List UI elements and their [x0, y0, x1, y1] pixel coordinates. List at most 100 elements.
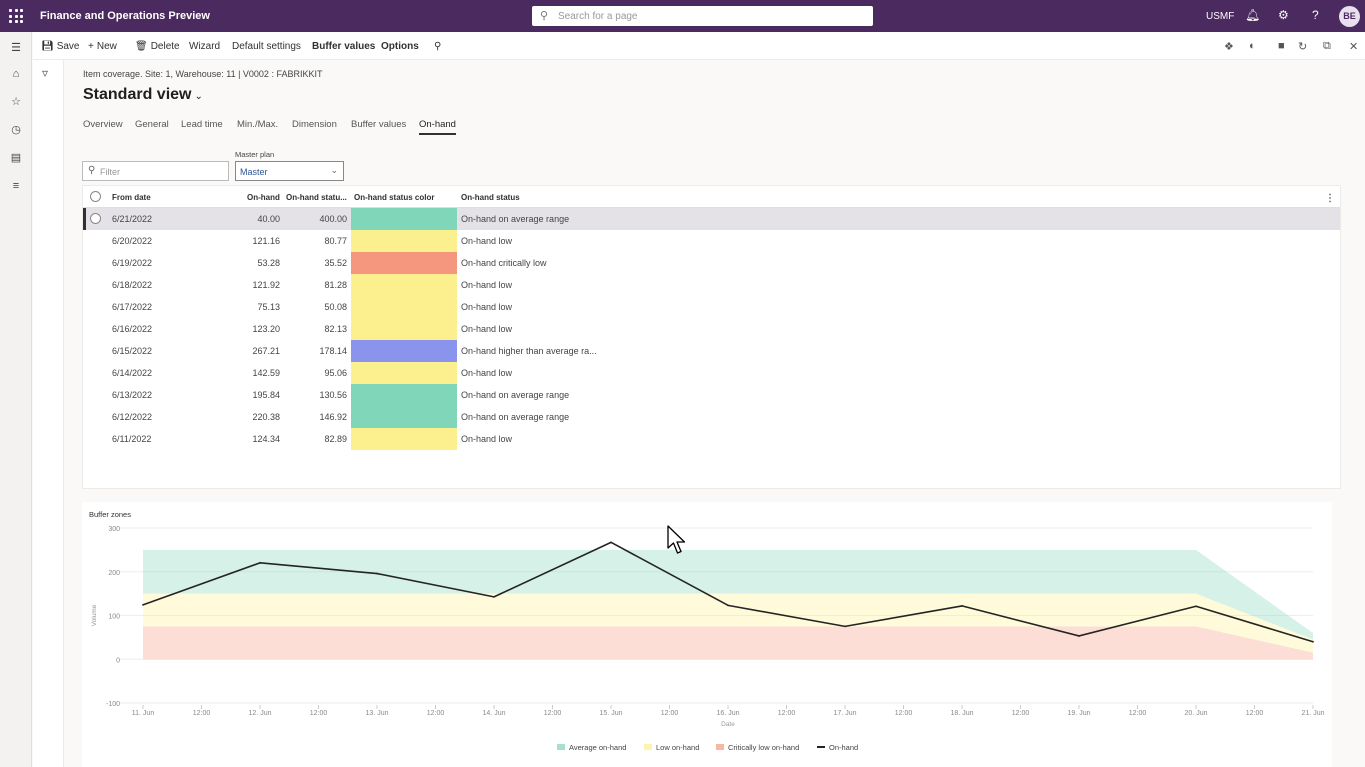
table-row[interactable]: 6/15/2022 267.21 178.14 On-hand higher than…	[83, 340, 1340, 362]
cell-on-hand-status[interactable]: On-hand higher than average ra...	[461, 346, 597, 356]
tab-lead-time[interactable]: Lead time	[181, 119, 223, 130]
grid-filter-input[interactable]: ⚲ Filter	[82, 161, 229, 181]
hamburger-icon[interactable]: ☰	[11, 42, 21, 54]
gear-icon[interactable]: ⚙	[1278, 8, 1289, 22]
legend-item[interactable]: Low on-hand	[644, 743, 699, 752]
column-header-on-hand[interactable]: On-hand	[247, 193, 280, 202]
select-all-radio[interactable]	[90, 191, 101, 202]
cell-from-date[interactable]: 6/19/2022	[112, 258, 153, 268]
legend-item[interactable]: Average on-hand	[557, 743, 626, 752]
cell-on-hand-percent[interactable]: 95.06	[324, 368, 347, 378]
cell-on-hand[interactable]: 53.28	[257, 258, 280, 268]
cell-from-date[interactable]: 6/18/2022	[112, 280, 153, 290]
cell-on-hand[interactable]: 121.92	[252, 280, 280, 290]
table-row[interactable]: 6/18/2022 121.92 81.28 On-hand low	[83, 274, 1340, 296]
cell-on-hand-status[interactable]: On-hand low	[461, 434, 513, 444]
cell-on-hand-status[interactable]: On-hand on average range	[461, 390, 570, 400]
avatar[interactable]: BE	[1339, 6, 1360, 27]
cell-on-hand-percent[interactable]: 82.89	[324, 434, 347, 444]
cell-on-hand-status[interactable]: On-hand low	[461, 368, 513, 378]
page-title[interactable]: Standard view ⌄	[83, 86, 203, 104]
buffer-values-button[interactable]: Buffer values	[312, 41, 376, 52]
tab-buffer-values[interactable]: Buffer values	[351, 119, 407, 130]
action-search-icon[interactable]: ⚲	[434, 41, 442, 52]
table-row[interactable]: 6/17/2022 75.13 50.08 On-hand low	[83, 296, 1340, 318]
new-button[interactable]: + New	[88, 41, 117, 52]
wizard-button[interactable]: Wizard	[189, 41, 221, 52]
close-icon[interactable]: ✕	[1349, 41, 1359, 53]
tab-on-hand[interactable]: On-hand	[419, 119, 456, 135]
cell-on-hand[interactable]: 195.84	[252, 390, 280, 400]
open-new-window-icon[interactable]: ⧉	[1323, 40, 1331, 52]
cell-on-hand-percent[interactable]: 400.00	[319, 214, 347, 224]
cell-on-hand-status[interactable]: On-hand critically low	[461, 258, 547, 268]
cell-on-hand-status[interactable]: On-hand on average range	[461, 214, 570, 224]
cell-on-hand[interactable]: 123.20	[252, 324, 280, 334]
clock-icon[interactable]: ◷	[11, 124, 21, 136]
cell-on-hand[interactable]: 75.13	[257, 302, 280, 312]
cell-on-hand[interactable]: 40.00	[257, 214, 280, 224]
tab-dimension[interactable]: Dimension	[292, 119, 337, 130]
cell-from-date[interactable]: 6/17/2022	[112, 302, 153, 312]
cell-from-date[interactable]: 6/21/2022	[112, 214, 153, 224]
master-plan-select[interactable]: Master ⌄	[235, 161, 344, 181]
cell-on-hand[interactable]: 220.38	[252, 412, 280, 422]
cell-on-hand[interactable]: 121.16	[252, 236, 280, 246]
cell-on-hand-percent[interactable]: 80.77	[324, 236, 347, 246]
global-search-input[interactable]: ⚲ Search for a page	[532, 6, 873, 26]
cell-from-date[interactable]: 6/20/2022	[112, 236, 153, 246]
table-row[interactable]: 6/20/2022 121.16 80.77 On-hand low	[83, 230, 1340, 252]
table-row[interactable]: 6/12/2022 220.38 146.92 On-hand on average …	[83, 406, 1340, 428]
cell-on-hand-percent[interactable]: 50.08	[324, 302, 347, 312]
row-select-radio[interactable]	[90, 213, 101, 224]
column-header-from-date[interactable]: From date	[112, 193, 151, 202]
table-row[interactable]: 6/19/2022 53.28 35.52 On-hand critically lo…	[83, 252, 1340, 274]
cell-on-hand-status[interactable]: On-hand low	[461, 236, 513, 246]
office-icon[interactable]: ◐	[1249, 40, 1256, 52]
cell-on-hand-status[interactable]: On-hand low	[461, 280, 513, 290]
table-row[interactable]: 6/16/2022 123.20 82.13 On-hand low	[83, 318, 1340, 340]
table-row[interactable]: 6/11/2022 124.34 82.89 On-hand low	[83, 428, 1340, 450]
cell-on-hand-percent[interactable]: 146.92	[319, 412, 347, 422]
cell-on-hand-percent[interactable]: 130.56	[319, 390, 347, 400]
cell-on-hand-status[interactable]: On-hand on average range	[461, 412, 570, 422]
cell-from-date[interactable]: 6/12/2022	[112, 412, 153, 422]
star-icon[interactable]: ☆	[11, 96, 21, 108]
cell-from-date[interactable]: 6/11/2022	[112, 434, 152, 444]
cell-on-hand-percent[interactable]: 81.28	[324, 280, 347, 290]
workspace-icon[interactable]: ▤	[10, 152, 22, 164]
table-row[interactable]: 6/13/2022 195.84 130.56 On-hand on average …	[83, 384, 1340, 406]
more-options-icon[interactable]: ⋮	[1325, 193, 1335, 204]
legend-item[interactable]: On-hand	[817, 743, 858, 752]
refresh-icon[interactable]: ↻	[1298, 41, 1308, 53]
column-header-status-color[interactable]: On-hand status color	[354, 193, 435, 202]
legend-item[interactable]: Critically low on-hand	[716, 743, 799, 752]
cell-on-hand-status[interactable]: On-hand low	[461, 324, 513, 334]
cell-from-date[interactable]: 6/13/2022	[112, 390, 153, 400]
app-launcher-icon[interactable]	[9, 9, 23, 23]
column-header-status[interactable]: On-hand status	[461, 193, 520, 202]
cell-on-hand-percent[interactable]: 35.52	[324, 258, 347, 268]
help-icon[interactable]: ?	[1312, 8, 1319, 22]
save-button[interactable]: 💾︎ Save	[41, 41, 80, 52]
table-row[interactable]: 6/14/2022 142.59 95.06 On-hand low	[83, 362, 1340, 384]
bell-icon[interactable]: 🔔︎	[1245, 8, 1261, 22]
cell-on-hand[interactable]: 142.59	[252, 368, 280, 378]
list-icon[interactable]: ≡	[12, 180, 20, 192]
tab-general[interactable]: General	[135, 119, 169, 130]
delete-button[interactable]: 🗑︎ Delete	[135, 41, 180, 52]
cell-on-hand[interactable]: 267.21	[252, 346, 280, 356]
cell-on-hand[interactable]: 124.34	[252, 434, 280, 444]
home-icon[interactable]: ⌂	[12, 68, 20, 80]
tab-overview[interactable]: Overview	[83, 119, 123, 130]
cell-on-hand-percent[interactable]: 178.14	[319, 346, 347, 356]
tab-min-max[interactable]: Min./Max.	[237, 119, 279, 130]
attachments-icon[interactable]: ■	[1278, 40, 1285, 52]
funnel-icon[interactable]: ▿	[42, 66, 49, 80]
cell-on-hand-percent[interactable]: 82.13	[324, 324, 347, 334]
column-header-on-hand-percent[interactable]: On-hand statu...	[286, 193, 347, 202]
table-row[interactable]: 6/21/2022 40.00 400.00 On-hand on average r…	[83, 208, 1340, 230]
default-settings-button[interactable]: Default settings	[232, 41, 301, 52]
cell-from-date[interactable]: 6/14/2022	[112, 368, 153, 378]
cell-from-date[interactable]: 6/15/2022	[112, 346, 153, 356]
